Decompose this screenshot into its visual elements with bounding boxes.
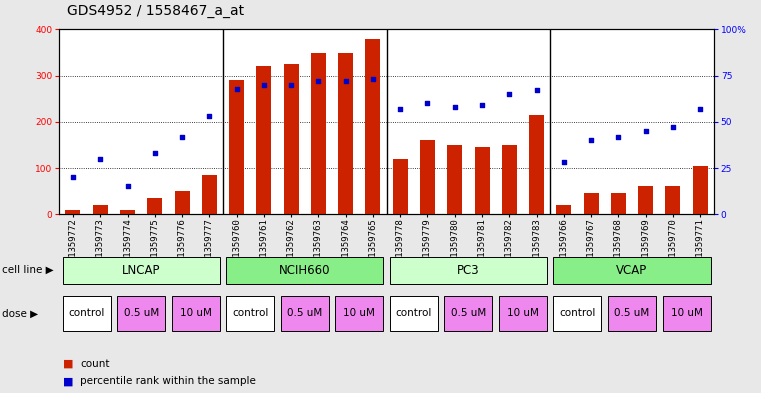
Text: 10 uM: 10 uM xyxy=(507,309,539,318)
Point xyxy=(667,124,679,130)
Text: control: control xyxy=(559,309,596,318)
Bar xyxy=(284,64,298,214)
Bar xyxy=(420,140,435,214)
Bar xyxy=(499,296,547,331)
Bar xyxy=(390,257,547,284)
Bar xyxy=(529,115,544,214)
Bar xyxy=(611,193,626,214)
Bar xyxy=(62,257,220,284)
Bar xyxy=(444,296,492,331)
Point xyxy=(503,91,515,97)
Text: LNCAP: LNCAP xyxy=(122,264,161,277)
Text: PC3: PC3 xyxy=(457,264,479,277)
Bar xyxy=(311,53,326,214)
Point xyxy=(639,128,651,134)
Bar xyxy=(390,296,438,331)
Bar xyxy=(281,296,329,331)
Bar xyxy=(338,53,353,214)
Text: GDS4952 / 1558467_a_at: GDS4952 / 1558467_a_at xyxy=(67,4,244,18)
Point xyxy=(148,150,161,156)
Bar xyxy=(553,257,711,284)
Bar xyxy=(120,211,135,214)
Bar xyxy=(117,296,165,331)
Text: control: control xyxy=(68,309,105,318)
Bar xyxy=(229,80,244,214)
Bar xyxy=(365,39,380,214)
Point xyxy=(176,134,188,140)
Bar xyxy=(93,205,108,214)
Bar xyxy=(501,145,517,214)
Point xyxy=(339,78,352,84)
Bar xyxy=(172,296,220,331)
Text: ■: ■ xyxy=(63,376,74,386)
Text: control: control xyxy=(396,309,432,318)
Point xyxy=(231,85,243,92)
Point xyxy=(613,134,625,140)
Point xyxy=(694,106,706,112)
Bar xyxy=(608,296,656,331)
Text: count: count xyxy=(80,358,110,369)
Bar xyxy=(553,296,601,331)
Text: dose ▶: dose ▶ xyxy=(2,309,37,318)
Bar xyxy=(665,186,680,214)
Text: 10 uM: 10 uM xyxy=(180,309,212,318)
Point xyxy=(67,174,79,180)
Point xyxy=(258,82,270,88)
Text: 0.5 uM: 0.5 uM xyxy=(287,309,323,318)
Text: 0.5 uM: 0.5 uM xyxy=(451,309,486,318)
Point xyxy=(476,102,488,108)
Bar xyxy=(226,257,384,284)
Text: cell line ▶: cell line ▶ xyxy=(2,265,53,275)
Point xyxy=(203,113,215,119)
Bar xyxy=(336,296,384,331)
Point xyxy=(449,104,461,110)
Bar xyxy=(226,296,274,331)
Bar xyxy=(202,175,217,214)
Bar xyxy=(256,66,272,214)
Bar xyxy=(556,205,572,214)
Point xyxy=(367,76,379,83)
Text: NCIH660: NCIH660 xyxy=(279,264,330,277)
Point xyxy=(285,82,298,88)
Bar xyxy=(638,186,653,214)
Text: 10 uM: 10 uM xyxy=(343,309,375,318)
Bar xyxy=(148,198,162,214)
Bar xyxy=(174,191,189,214)
Text: 0.5 uM: 0.5 uM xyxy=(123,309,159,318)
Bar xyxy=(693,166,708,214)
Point xyxy=(394,106,406,112)
Point xyxy=(94,156,107,162)
Bar xyxy=(62,296,110,331)
Bar xyxy=(475,147,489,214)
Bar xyxy=(584,193,599,214)
Text: 10 uM: 10 uM xyxy=(670,309,702,318)
Point xyxy=(312,78,324,84)
Text: ■: ■ xyxy=(63,358,74,369)
Bar xyxy=(393,159,408,214)
Point xyxy=(422,100,434,107)
Text: control: control xyxy=(232,309,269,318)
Bar xyxy=(663,296,711,331)
Point xyxy=(585,137,597,143)
Point xyxy=(530,87,543,94)
Text: VCAP: VCAP xyxy=(616,264,648,277)
Point xyxy=(122,183,134,189)
Text: 0.5 uM: 0.5 uM xyxy=(614,309,650,318)
Bar xyxy=(447,145,462,214)
Bar xyxy=(65,209,81,214)
Text: percentile rank within the sample: percentile rank within the sample xyxy=(80,376,256,386)
Point xyxy=(558,159,570,165)
